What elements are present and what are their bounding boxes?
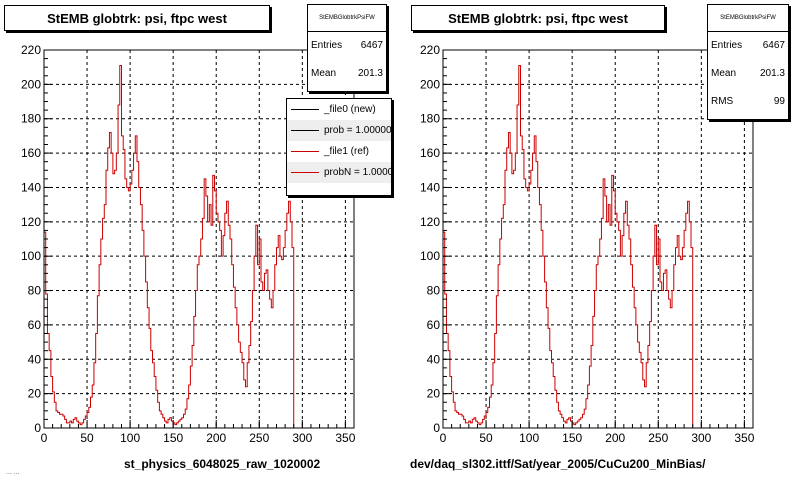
corner-text: ... ... [6, 469, 20, 476]
x-tick-label: 300 [691, 431, 711, 445]
x-tick-label: 250 [249, 431, 269, 445]
x-tick-label: 100 [519, 431, 539, 445]
y-tick-label: 200 [420, 77, 440, 91]
legend-swatch [291, 172, 319, 173]
stats-box-right[interactable]: StEMBGlobtrkPsiFW Entries 6467 Mean 201.… [707, 4, 789, 120]
chart-title-right: StEMB globtrk: psi, ftpc west [411, 5, 665, 31]
stats-mean-value: 201.3 [759, 68, 785, 79]
x-tick-label: 150 [562, 431, 582, 445]
stats-rms-label: RMS [711, 96, 734, 107]
y-tick-label: 80 [427, 284, 441, 298]
stats-rms-row: RMS 99 [708, 88, 788, 116]
x-tick-label: 100 [120, 431, 140, 445]
y-tick-label: 100 [21, 249, 41, 263]
x-tick-label: 250 [648, 431, 668, 445]
legend-entry: prob = 1.000000 [287, 120, 391, 141]
chart-title-left: StEMB globtrk: psi, ftpc west [4, 5, 270, 31]
stats-box-left[interactable]: StEMBGlobtrkPsiFW Entries 6467 Mean 201.… [307, 4, 387, 92]
x-tick-label: 0 [41, 431, 48, 445]
stats-entries-value: 6467 [360, 40, 383, 51]
x-tick-label: 50 [80, 431, 94, 445]
y-tick-label: 100 [420, 249, 440, 263]
x-tick-label: 300 [292, 431, 312, 445]
x-tick-label: 150 [163, 431, 183, 445]
x-axis-label-left: st_physics_6048025_raw_1020002 [124, 457, 321, 471]
stats-entries-label: Entries [711, 40, 743, 51]
legend-entry: _file0 (new) [287, 99, 391, 120]
legend-entry: probN = 1.000000 [287, 162, 391, 183]
y-tick-label: 140 [21, 180, 41, 194]
histogram-series [43, 64, 295, 428]
y-tick-label: 80 [28, 284, 42, 298]
x-tick-label: 200 [206, 431, 226, 445]
legend-label: _file0 (new) [324, 104, 376, 115]
x-tick-label: 350 [335, 431, 355, 445]
y-tick-label: 120 [21, 215, 41, 229]
legend-swatch [291, 109, 319, 110]
y-tick-label: 20 [28, 387, 42, 401]
legend-label: probN = 1.000000 [324, 167, 391, 178]
legend-swatch [291, 130, 319, 131]
legend-label: _file1 (ref) [324, 146, 370, 157]
stats-entries-row: Entries 6467 [708, 32, 788, 60]
chart-title-text: StEMB globtrk: psi, ftpc west [448, 10, 628, 26]
stats-mean-label: Mean [711, 68, 737, 79]
y-tick-label: 180 [21, 112, 41, 126]
stats-name: StEMBGlobtrkPsiFW [708, 5, 788, 32]
y-tick-label: 60 [427, 318, 441, 332]
x-tick-label: 200 [605, 431, 625, 445]
stats-rms-value: 99 [773, 96, 785, 107]
stats-entries-value: 6467 [762, 40, 785, 51]
y-tick-label: 40 [427, 352, 441, 366]
y-tick-label: 160 [420, 146, 440, 160]
y-tick-label: 140 [420, 180, 440, 194]
legend-swatch [291, 151, 319, 152]
y-tick-label: 60 [28, 318, 42, 332]
y-tick-label: 0 [433, 421, 440, 435]
chart-title-text: StEMB globtrk: psi, ftpc west [47, 10, 227, 26]
x-axis-label-right: dev/daq_sl302.ittf/Sat/year_2005/CuCu200… [410, 457, 706, 471]
y-tick-label: 220 [21, 43, 41, 57]
stats-entries-row: Entries 6467 [308, 32, 386, 60]
stats-mean-row: Mean 201.3 [308, 60, 386, 88]
x-tick-label: 50 [479, 431, 493, 445]
y-tick-label: 160 [21, 146, 41, 160]
stats-mean-row: Mean 201.3 [708, 60, 788, 88]
legend-entry: _file1 (ref) [287, 141, 391, 162]
x-tick-label: 350 [734, 431, 754, 445]
stats-entries-label: Entries [311, 40, 343, 51]
stats-mean-value: 201.3 [357, 68, 383, 79]
legend-label: prob = 1.000000 [324, 125, 392, 136]
y-tick-label: 120 [420, 215, 440, 229]
stats-name: StEMBGlobtrkPsiFW [308, 5, 386, 32]
y-tick-label: 0 [34, 421, 41, 435]
histogram-series [442, 64, 694, 428]
y-tick-label: 180 [420, 112, 440, 126]
y-tick-label: 220 [420, 43, 440, 57]
y-tick-label: 40 [28, 352, 42, 366]
y-tick-label: 200 [21, 77, 41, 91]
stats-mean-label: Mean [311, 68, 337, 79]
x-tick-label: 0 [440, 431, 447, 445]
y-tick-label: 20 [427, 387, 441, 401]
legend-box[interactable]: _file0 (new) prob = 1.000000 _file1 (ref… [286, 98, 392, 196]
